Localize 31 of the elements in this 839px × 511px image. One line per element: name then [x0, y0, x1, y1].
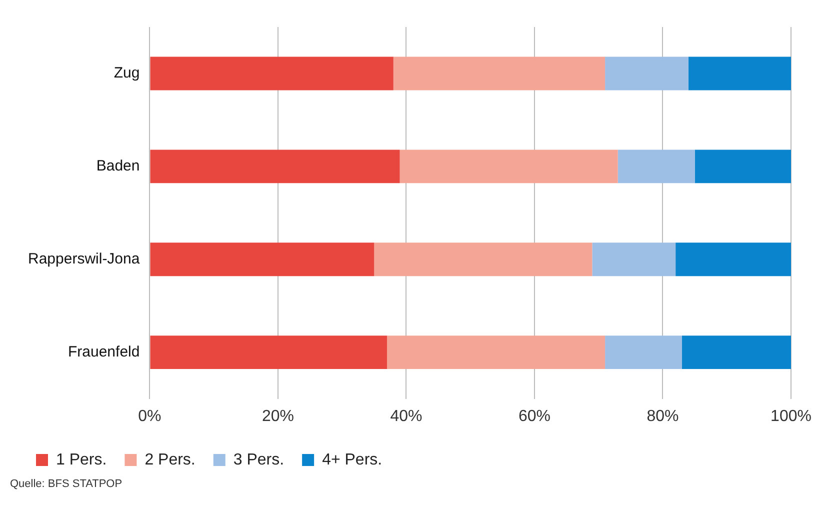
x-tick-label: 60%	[518, 408, 550, 425]
y-tick-label: Rapperswil-Jona	[28, 250, 140, 268]
bar	[150, 242, 374, 276]
bar	[605, 56, 688, 90]
x-tick-label: 40%	[390, 408, 422, 425]
y-tick-label: Zug	[114, 64, 140, 82]
x-tick-label: 80%	[646, 408, 679, 425]
bar	[386, 336, 606, 370]
bar	[676, 242, 791, 276]
x-tick-label: 0%	[138, 408, 162, 425]
legend-label: 1 Pers.	[56, 451, 107, 468]
y-tick-label: Baden	[96, 158, 140, 175]
bar	[605, 336, 682, 370]
bar	[682, 336, 791, 370]
y-tick-label: Frauenfeld	[68, 343, 140, 360]
bar	[150, 336, 387, 370]
bar	[400, 150, 618, 184]
bar	[393, 56, 606, 90]
legend-label: 4+ Pers.	[322, 451, 382, 468]
bar	[694, 150, 791, 184]
bar	[150, 150, 400, 184]
source-note: Quelle: BFS STATPOP	[9, 478, 124, 490]
bar	[150, 56, 394, 90]
x-tick-label: 100%	[770, 408, 812, 425]
bar	[374, 242, 592, 276]
bar	[688, 56, 791, 90]
legend-label: 3 Pers.	[233, 451, 284, 468]
bar	[618, 150, 695, 184]
bar	[592, 242, 676, 276]
legend-label: 2 Pers.	[144, 451, 196, 468]
x-tick-label: 20%	[262, 408, 294, 425]
